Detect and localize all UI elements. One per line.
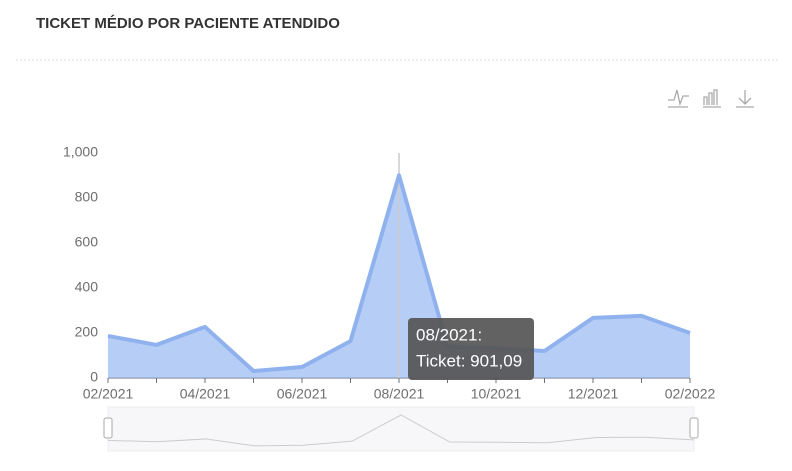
x-tick-label: 04/2021 [180, 386, 231, 402]
zoom-preview-line [107, 414, 695, 447]
area-line [107, 173, 691, 374]
zoom-track [107, 406, 695, 452]
y-tick-label: 0 [90, 369, 98, 385]
y-tick-label: 600 [75, 234, 99, 250]
y-tick-label: 1,000 [63, 144, 98, 160]
data-zoom [107, 406, 695, 452]
toolbox [668, 89, 754, 108]
y-tick-label: 200 [75, 324, 99, 340]
y-tick-label: 400 [75, 279, 99, 295]
download-icon[interactable] [736, 90, 754, 108]
line-chart-icon[interactable] [668, 89, 689, 108]
x-tick-label: 02/2021 [83, 386, 134, 402]
zoom-handle[interactable] [103, 417, 113, 439]
x-tick-label: 02/2022 [665, 386, 716, 402]
zoom-handle[interactable] [689, 417, 699, 439]
x-tick-label: 10/2021 [471, 386, 522, 402]
y-tick-label: 800 [75, 189, 99, 205]
x-tick-label: 12/2021 [568, 386, 619, 402]
x-tick-label: 08/2021 [374, 386, 425, 402]
tooltip-title: 08/2021: [416, 325, 482, 344]
chart-title: TICKET MÉDIO POR PACIENTE ATENDIDO [36, 15, 340, 32]
tooltip-box [408, 318, 534, 380]
x-tick-label: 06/2021 [277, 386, 328, 402]
tooltip-text: Ticket: 901,09 [416, 351, 522, 370]
bar-chart-icon[interactable] [703, 89, 721, 108]
